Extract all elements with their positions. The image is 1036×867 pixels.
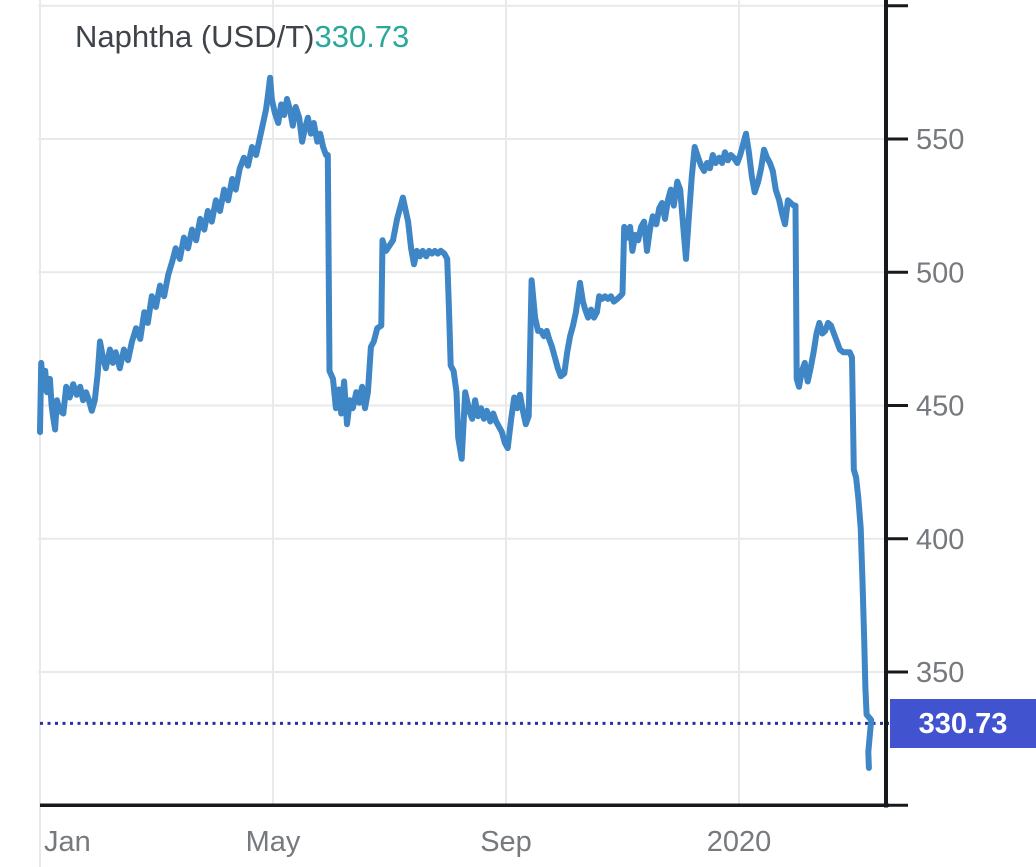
chart-title-label: Naphtha (USD/T) [75,19,314,54]
vertical-gridlines [39,0,740,867]
y-axis-tick [884,4,908,8]
y-axis-tick [884,803,908,807]
chart-title: Naphtha (USD/T)330.73 [75,19,409,54]
y-axis-tick [884,670,908,674]
y-axis-tick [884,270,908,274]
price-line-series[interactable] [37,74,875,771]
last-price-badge: 330.73 [890,699,1036,748]
x-axis-label: Sep [480,826,532,858]
chart-title-last-value: 330.73 [314,19,409,54]
horizontal-gridlines [38,4,884,673]
y-axis-tick [884,137,908,141]
y-axis-tick [884,537,908,541]
y-axis-line [884,0,888,808]
x-axis-line [40,803,889,807]
y-axis-label: 550 [916,124,964,156]
y-axis-label: 400 [916,524,964,556]
x-axis-label: 2020 [707,826,772,858]
last-price-badge-value: 330.73 [919,708,1008,740]
x-axis-labels: Jan May Sep 2020 [44,826,771,858]
y-axis-label: 450 [916,391,964,423]
y-axis-label: 500 [916,257,964,289]
y-axis-tick-marks [884,4,908,807]
last-price-badge-background [890,699,1036,748]
y-axis-label: 350 [916,657,964,689]
axes [40,0,889,808]
y-axis-labels: 550 500 450 400 350 [916,124,964,689]
y-axis-tick [884,404,908,407]
x-axis-label: May [246,826,301,858]
x-axis-label: Jan [44,826,91,858]
